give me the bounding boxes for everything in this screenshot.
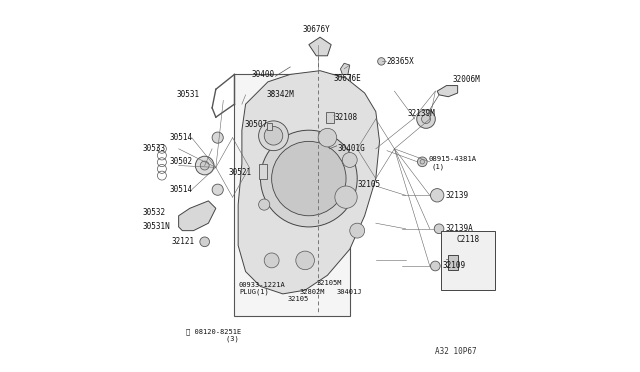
- Circle shape: [264, 253, 279, 268]
- Text: 32139M: 32139M: [408, 109, 435, 118]
- Circle shape: [296, 251, 314, 270]
- Text: 30533: 30533: [142, 144, 165, 153]
- Text: 30532: 30532: [142, 208, 165, 217]
- Text: 32105: 32105: [287, 296, 308, 302]
- Text: 32105M: 32105M: [316, 280, 342, 286]
- Text: 30676Y: 30676Y: [303, 25, 330, 34]
- Bar: [326, 112, 334, 123]
- Text: 32139: 32139: [445, 191, 469, 200]
- Circle shape: [417, 157, 427, 167]
- Text: ⒱ 08120-8251E: ⒱ 08120-8251E: [186, 328, 241, 335]
- Circle shape: [349, 223, 365, 238]
- Circle shape: [431, 189, 444, 202]
- Text: (3): (3): [191, 335, 239, 342]
- Circle shape: [212, 184, 223, 195]
- Text: 32105: 32105: [357, 180, 380, 189]
- Bar: [234, 74, 349, 316]
- Circle shape: [195, 156, 214, 175]
- Circle shape: [422, 115, 431, 124]
- Text: 30676E: 30676E: [334, 74, 362, 83]
- Text: 28365X: 28365X: [386, 57, 414, 66]
- Text: A32 10P67: A32 10P67: [435, 347, 477, 356]
- Bar: [259, 164, 267, 179]
- Polygon shape: [340, 63, 349, 74]
- Polygon shape: [179, 201, 216, 231]
- Circle shape: [200, 161, 209, 170]
- Text: 32802M: 32802M: [300, 289, 325, 295]
- Bar: [267, 123, 273, 130]
- Text: 30531: 30531: [177, 90, 200, 99]
- Bar: [441, 231, 495, 290]
- Text: 08915-4381A: 08915-4381A: [429, 156, 477, 162]
- Circle shape: [434, 224, 444, 234]
- Polygon shape: [449, 255, 458, 270]
- Circle shape: [259, 121, 289, 151]
- Text: C2118: C2118: [456, 235, 479, 244]
- Polygon shape: [437, 86, 458, 97]
- Text: 32139A: 32139A: [445, 224, 474, 233]
- Text: 30514: 30514: [170, 133, 193, 142]
- Circle shape: [260, 130, 357, 227]
- Text: 32121: 32121: [172, 237, 195, 246]
- Polygon shape: [238, 71, 380, 294]
- Circle shape: [420, 160, 424, 164]
- Text: PLUG(1): PLUG(1): [239, 289, 269, 295]
- Text: 30531N: 30531N: [142, 222, 170, 231]
- Text: 38342M: 38342M: [266, 90, 294, 99]
- Circle shape: [212, 132, 223, 143]
- Text: 30521: 30521: [229, 169, 252, 177]
- Circle shape: [378, 58, 385, 65]
- Circle shape: [417, 110, 435, 128]
- Text: 30502: 30502: [170, 157, 193, 166]
- Circle shape: [431, 261, 440, 271]
- Text: 00933-1221A: 00933-1221A: [239, 282, 285, 288]
- Circle shape: [318, 128, 337, 147]
- Text: (1): (1): [431, 163, 445, 170]
- Text: 30507: 30507: [244, 120, 268, 129]
- Circle shape: [335, 186, 357, 208]
- Circle shape: [342, 153, 357, 167]
- Text: 30401G: 30401G: [338, 144, 365, 153]
- Text: 30514: 30514: [170, 185, 193, 194]
- Circle shape: [271, 141, 346, 216]
- Text: 32006M: 32006M: [452, 76, 480, 84]
- Text: 30400: 30400: [252, 70, 275, 79]
- Text: 32109: 32109: [442, 262, 465, 270]
- Text: 30401J: 30401J: [337, 289, 362, 295]
- Text: 32108: 32108: [335, 113, 358, 122]
- Circle shape: [264, 126, 283, 145]
- Circle shape: [200, 237, 209, 247]
- Polygon shape: [309, 37, 331, 56]
- Circle shape: [259, 199, 270, 210]
